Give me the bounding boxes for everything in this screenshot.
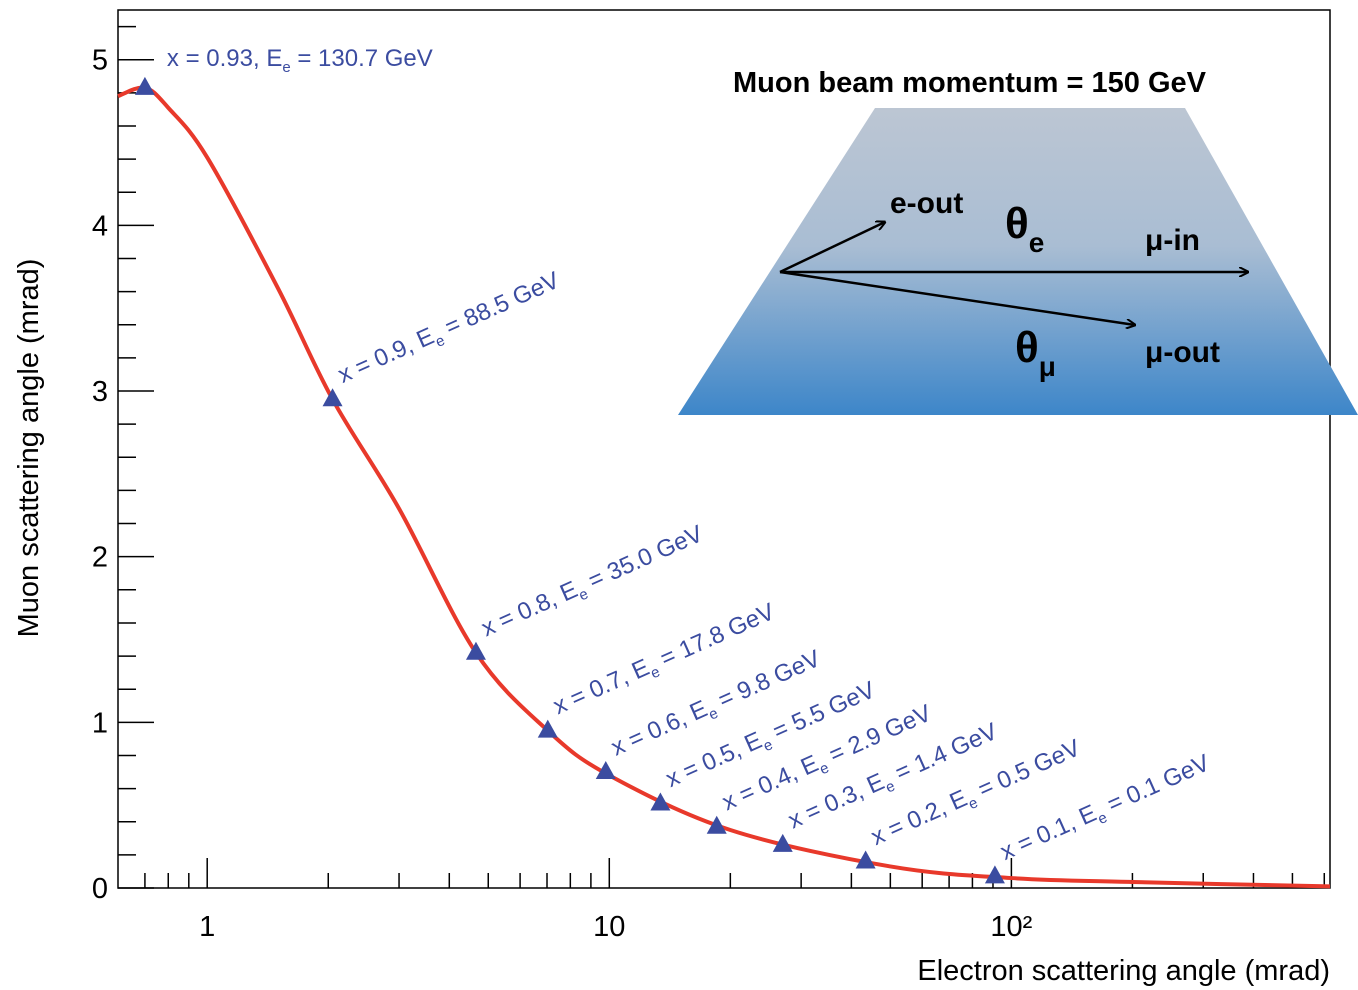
point-annotation: x = 0.93, Ee = 130.7 GeV <box>167 45 433 76</box>
annotation-text: x = 0.1, E <box>996 800 1100 866</box>
annotation-text: = 130.7 GeV <box>291 45 433 72</box>
theta-subscript: e <box>1029 227 1045 258</box>
marker <box>465 641 486 660</box>
e-out-arrow <box>779 222 885 274</box>
annotation-text: x = 0.7, E <box>549 654 653 720</box>
y-tick-label: 3 <box>92 376 108 408</box>
x-tick-label: 10 <box>593 911 625 943</box>
marker <box>134 76 155 95</box>
theta-e: θe <box>1005 199 1044 258</box>
inset-shape <box>678 108 1358 415</box>
annotation-text: x = 0.6, E <box>607 695 711 761</box>
marker <box>322 388 343 407</box>
theta-subscript: μ <box>1039 351 1056 382</box>
annotation-text: = 0.1 GeV <box>1097 749 1213 821</box>
y-tick-label: 1 <box>92 707 108 739</box>
point-annotation: x = 0.8, Ee = 35.0 GeV <box>477 520 708 646</box>
y-tick-label: 2 <box>92 542 108 574</box>
annotation-text: x = 0.9, E <box>334 323 438 389</box>
mu-out-label: μ-out <box>1145 336 1220 369</box>
x-tick-label: 10² <box>990 911 1032 943</box>
y-tick-label: 0 <box>92 873 108 905</box>
theta-symbol: θ <box>1005 199 1029 248</box>
x-tick-label: 1 <box>199 911 215 943</box>
inset-title: Muon beam momentum = 150 GeV <box>733 67 1207 99</box>
mu-out-arrow <box>779 270 1135 325</box>
inset: Muon beam momentum = 150 GeV e-out μ-in … <box>678 67 1358 415</box>
marker <box>537 719 558 738</box>
y-tick-label: 4 <box>92 210 108 242</box>
annotation-text: = 17.8 GeV <box>650 598 779 675</box>
point-annotation: x = 0.9, Ee = 88.5 GeV <box>334 267 565 393</box>
theta-mu: θμ <box>1015 323 1056 382</box>
marker <box>706 815 727 834</box>
marker <box>595 761 616 780</box>
y-axis-label: Muon scattering angle (mrad) <box>13 259 45 638</box>
marker <box>650 792 671 811</box>
plot-frame <box>117 9 1331 889</box>
marker <box>772 833 793 852</box>
annotation-text: = 88.5 GeV <box>435 267 564 344</box>
theta-symbol: θ <box>1015 323 1039 372</box>
point-annotation: x = 0.7, Ee = 17.8 GeV <box>549 598 780 724</box>
x-axis-label: Electron scattering angle (mrad) <box>917 955 1330 987</box>
annotation-text: = 35.0 GeV <box>578 520 707 597</box>
curve <box>117 85 1331 889</box>
mu-in-label: μ-in <box>1145 224 1200 257</box>
annotation-text: x = 0.8, E <box>477 576 581 642</box>
e-out-label: e-out <box>890 187 963 220</box>
marker <box>984 865 1005 884</box>
y-tick-label: 5 <box>92 45 108 77</box>
annotation-text: x = 0.93, E <box>167 45 282 72</box>
annotation-subscript: e <box>282 59 290 76</box>
marker <box>855 850 876 869</box>
